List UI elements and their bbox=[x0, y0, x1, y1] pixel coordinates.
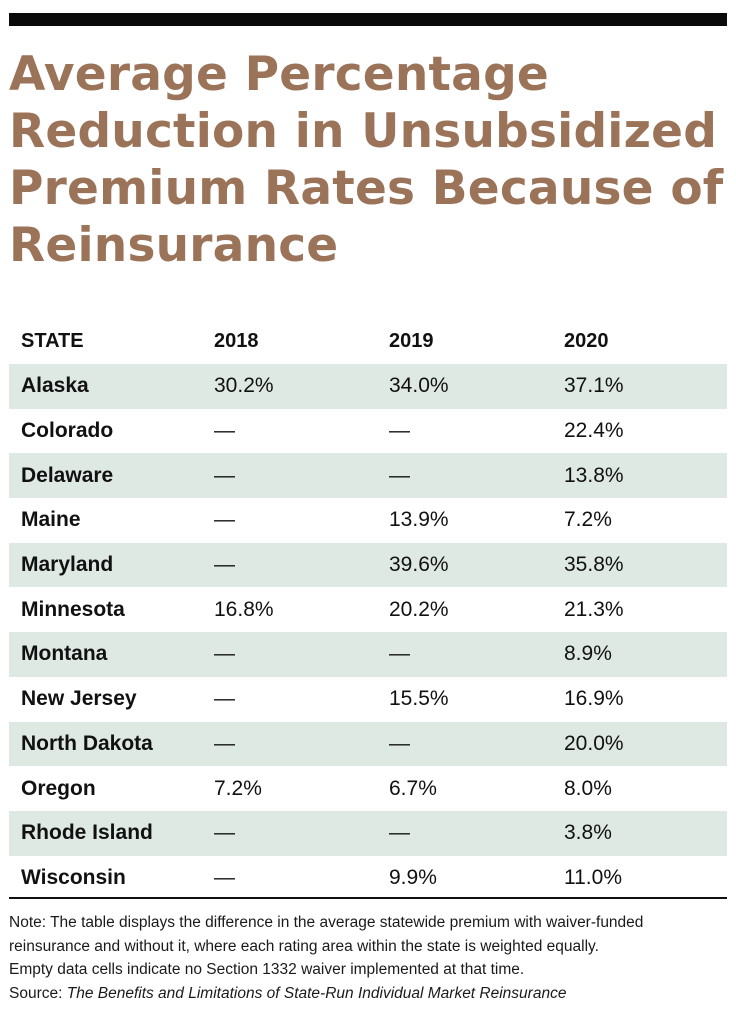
note-line: Note: The table displays the difference … bbox=[9, 914, 644, 931]
table-row: Montana — — 8.9% bbox=[9, 632, 727, 677]
value-2018: 7.2% bbox=[214, 776, 262, 800]
table-row: Rhode Island — — 3.8% bbox=[9, 810, 727, 856]
value-2020: 13.8% bbox=[564, 463, 624, 487]
state-name: Minnesota bbox=[21, 597, 125, 621]
table-row: New Jersey — 15.5% 16.9% bbox=[9, 677, 727, 722]
value-2019: 13.9% bbox=[389, 508, 449, 532]
value-2019: 6.7% bbox=[389, 776, 437, 800]
table-row: North Dakota — — 20.0% bbox=[9, 721, 727, 767]
value-2018: — bbox=[214, 419, 235, 443]
column-header-2019: 2019 bbox=[389, 329, 434, 352]
table-row: Oregon 7.2% 6.7% 8.0% bbox=[9, 766, 727, 811]
table-row: Maryland — 39.6% 35.8% bbox=[9, 542, 727, 588]
table-row: Alaska 30.2% 34.0% 37.1% bbox=[9, 364, 727, 409]
value-2019: 39.6% bbox=[389, 553, 449, 577]
note-line: Empty data cells indicate no Section 133… bbox=[9, 961, 525, 978]
data-table: STATE 2018 2019 2020 Alaska 30.2% 34.0% … bbox=[9, 318, 727, 900]
value-2020: 16.9% bbox=[564, 687, 624, 711]
value-2018: — bbox=[214, 508, 235, 532]
state-name: Delaware bbox=[21, 463, 114, 487]
state-name: Wisconsin bbox=[21, 865, 126, 889]
table-row: Colorado — — 22.4% bbox=[9, 409, 727, 454]
value-2019: — bbox=[389, 821, 410, 845]
source-line: Source: The Benefits and Limitations of … bbox=[9, 982, 731, 1006]
state-name: Oregon bbox=[21, 776, 96, 800]
table-row: Wisconsin — 9.9% 11.0% bbox=[9, 856, 727, 901]
value-2018: — bbox=[214, 687, 235, 711]
state-name: Alaska bbox=[21, 374, 89, 398]
value-2020: 20.0% bbox=[564, 731, 624, 755]
footnote: Note: The table displays the difference … bbox=[9, 911, 731, 1005]
value-2018: — bbox=[214, 463, 235, 487]
value-2019: 15.5% bbox=[389, 687, 449, 711]
column-header-2018: 2018 bbox=[214, 329, 259, 352]
value-2018: — bbox=[214, 553, 235, 577]
value-2019: — bbox=[389, 463, 410, 487]
value-2019: — bbox=[389, 731, 410, 755]
state-name: Montana bbox=[21, 642, 108, 666]
table-header-row: STATE 2018 2019 2020 bbox=[9, 318, 727, 364]
value-2018: — bbox=[214, 821, 235, 845]
value-2019: — bbox=[389, 642, 410, 666]
table-row: Minnesota 16.8% 20.2% 21.3% bbox=[9, 587, 727, 632]
table-row: Delaware — — 13.8% bbox=[9, 453, 727, 499]
value-2018: 16.8% bbox=[214, 597, 274, 621]
column-header-state: STATE bbox=[21, 329, 84, 352]
state-name: Maryland bbox=[21, 553, 114, 577]
value-2020: 21.3% bbox=[564, 597, 624, 621]
state-name: New Jersey bbox=[21, 687, 137, 711]
value-2018: — bbox=[214, 731, 235, 755]
state-name: Maine bbox=[21, 508, 81, 532]
value-2020: 37.1% bbox=[564, 374, 624, 398]
value-2020: 8.0% bbox=[564, 776, 612, 800]
source-title: The Benefits and Limitations of State-Ru… bbox=[66, 984, 567, 1002]
value-2020: 11.0% bbox=[564, 865, 622, 889]
value-2020: 3.8% bbox=[564, 821, 612, 845]
table-row: Maine — 13.9% 7.2% bbox=[9, 498, 727, 543]
column-header-2020: 2020 bbox=[564, 329, 609, 352]
value-2018: — bbox=[214, 642, 235, 666]
value-2020: 7.2% bbox=[564, 508, 612, 532]
chart-title: Average Percentage Reduction in Unsubsid… bbox=[9, 47, 724, 273]
value-2020: 22.4% bbox=[564, 419, 624, 443]
bottom-rule bbox=[9, 897, 727, 899]
value-2019: 34.0% bbox=[389, 374, 449, 398]
state-name: Rhode Island bbox=[21, 821, 153, 845]
state-name: North Dakota bbox=[21, 731, 153, 755]
value-2020: 35.8% bbox=[564, 553, 624, 577]
value-2020: 8.9% bbox=[564, 642, 612, 666]
source-label: Source: bbox=[9, 984, 67, 1002]
value-2019: 20.2% bbox=[389, 597, 449, 621]
top-rule bbox=[9, 13, 727, 26]
value-2019: 9.9% bbox=[389, 865, 437, 889]
value-2018: — bbox=[214, 865, 235, 889]
value-2018: 30.2% bbox=[214, 374, 274, 398]
note-line: reinsurance and without it, where each r… bbox=[9, 937, 599, 955]
value-2019: — bbox=[389, 419, 410, 443]
state-name: Colorado bbox=[21, 419, 114, 443]
